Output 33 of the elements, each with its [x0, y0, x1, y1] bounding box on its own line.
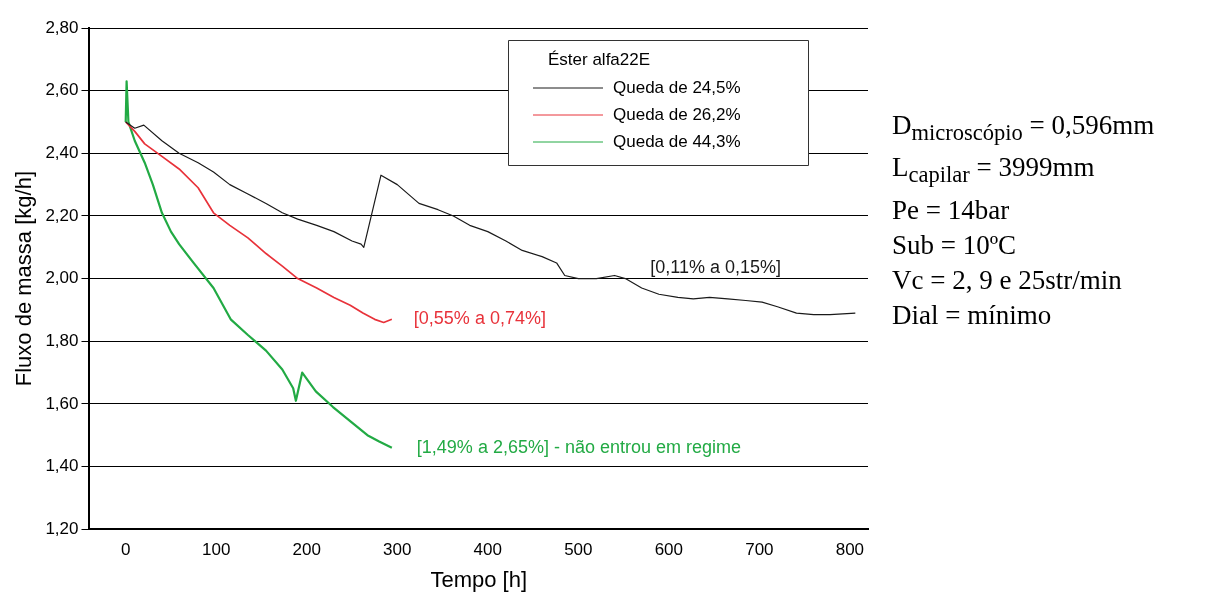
- x-tick-label: 100: [202, 540, 231, 560]
- y-tick-label: 1,60: [45, 393, 79, 413]
- y-tick-label: 1,20: [45, 518, 79, 538]
- x-tick-label: 200: [292, 540, 321, 560]
- x-tick-label: 500: [564, 540, 593, 560]
- x-axis-title: Tempo [h]: [430, 566, 528, 592]
- y-tick-label: 2,80: [45, 17, 79, 37]
- y-axis-title: Fluxo de massa [kg/h]: [11, 170, 37, 387]
- text: D$_{microscópio}$ = 0,596mm: [892, 109, 1155, 148]
- text: Sub = 10ºC: [892, 228, 1018, 262]
- y-tick-label: 1,80: [45, 330, 79, 350]
- text: Dial = mínimo: [892, 298, 1053, 332]
- y-tick-label: 2,60: [45, 80, 79, 100]
- annotation: [0,11% a 0,15%]: [650, 257, 782, 278]
- x-tick-label: 700: [745, 540, 774, 560]
- x-tick-label: 0: [120, 540, 131, 560]
- x-tick-label: 400: [473, 540, 502, 560]
- y-tick-label: 2,40: [45, 142, 79, 162]
- x-tick-label: 800: [835, 540, 865, 560]
- y-tick-label: 2,20: [45, 205, 79, 225]
- legend-label: Queda de 26,2%: [613, 104, 741, 124]
- text: Pe = 14bar: [892, 193, 1011, 227]
- text: L$_{capilar}$ = 3999mm: [892, 151, 1096, 190]
- x-tick-label: 300: [383, 540, 412, 560]
- text: Vc = 2, 9 e 25str/min: [892, 263, 1123, 297]
- y-tick-label: 1,40: [45, 456, 79, 476]
- x-tick-label: 600: [654, 540, 684, 560]
- annotation: [0,55% a 0,74%]: [413, 308, 546, 329]
- legend-label: Queda de 44,3%: [613, 131, 741, 151]
- legend-title: Éster alfa22E: [548, 49, 651, 69]
- y-tick-label: 2,00: [45, 268, 79, 288]
- legend-label: Queda de 24,5%: [613, 77, 741, 97]
- annotation: [1,49% a 2,65%] - não entrou em regime: [416, 436, 742, 457]
